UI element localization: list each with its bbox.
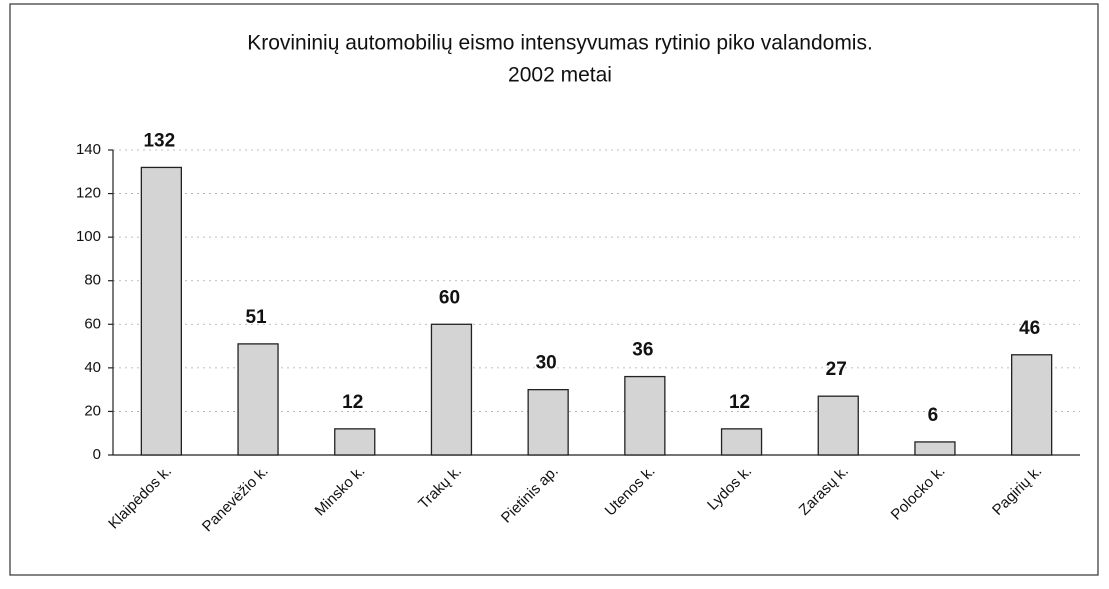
bar <box>624 375 666 456</box>
bar <box>430 323 473 456</box>
y-tick-label: 100 <box>76 228 101 245</box>
data-label: 12 <box>342 392 363 413</box>
data-label: 6 <box>928 405 939 426</box>
chart-title: 2002 metai <box>508 64 612 87</box>
data-label: 30 <box>536 353 557 374</box>
bar <box>237 343 279 456</box>
bar <box>334 428 376 456</box>
y-tick-label: 120 <box>76 185 101 202</box>
y-tick-label: 40 <box>84 359 101 376</box>
y-tick-label: 140 <box>76 141 101 158</box>
data-label: 46 <box>1019 318 1040 339</box>
bar <box>817 395 859 456</box>
bar <box>914 441 956 456</box>
data-label: 36 <box>632 340 653 361</box>
chart-frame <box>9 3 1099 576</box>
data-label: 51 <box>245 307 267 328</box>
bar <box>140 166 183 456</box>
bar <box>527 388 569 456</box>
data-label: 27 <box>826 359 847 380</box>
y-tick-label: 0 <box>93 446 101 463</box>
y-tick-label: 60 <box>84 315 101 332</box>
data-label: 132 <box>143 130 175 151</box>
chart-title: Krovininių automobilių eismo intensyvuma… <box>247 32 873 55</box>
data-label: 60 <box>439 287 460 308</box>
bar <box>1011 354 1053 456</box>
bar <box>720 428 763 456</box>
data-label: 12 <box>729 392 750 413</box>
y-tick-label: 20 <box>84 402 101 419</box>
y-tick-label: 80 <box>84 272 101 289</box>
